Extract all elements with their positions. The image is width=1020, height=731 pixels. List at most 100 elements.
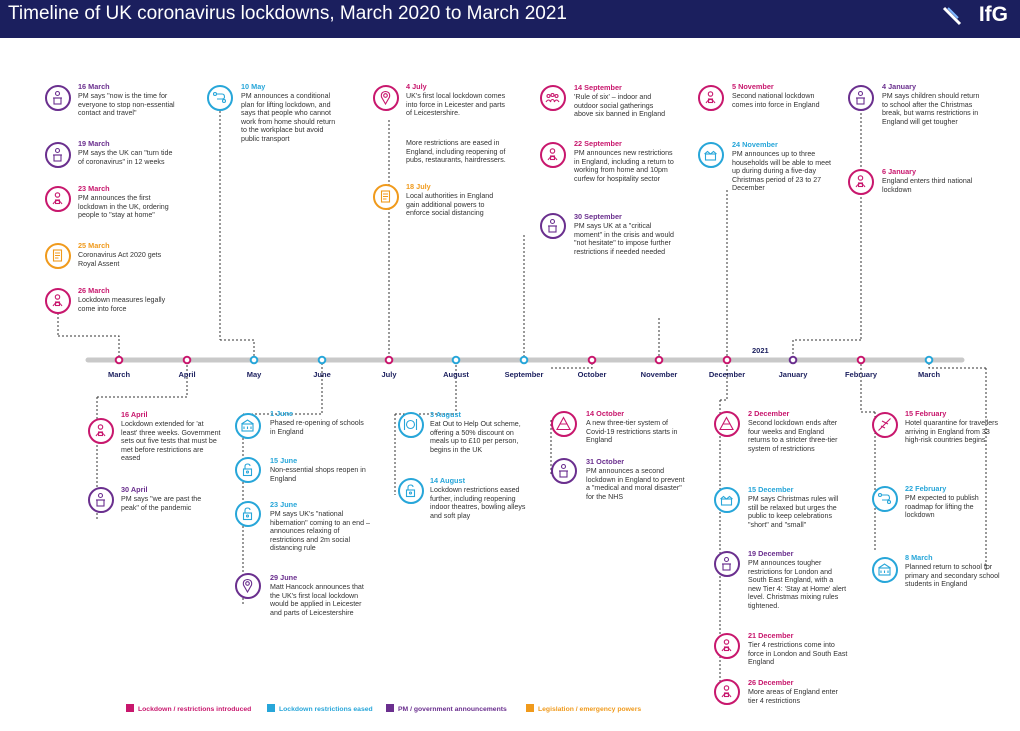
event-date: 22 September — [574, 139, 622, 148]
houses-icon — [698, 142, 724, 168]
event-text: Local authorities in England gain additi… — [406, 192, 494, 218]
event-text: More areas of England enter tier 4 restr… — [748, 688, 838, 705]
event-text: PM announces up to three households will… — [732, 150, 831, 193]
month-label-june: June — [313, 370, 331, 379]
event-30-september: 30 September PM says UK at a "critical mo… — [574, 212, 674, 256]
event-date: 4 January — [882, 82, 917, 91]
event-date: 8 March — [905, 553, 933, 562]
timeline-marker — [114, 355, 124, 365]
month-label-march: March — [107, 370, 131, 379]
event-date: 6 January — [882, 167, 917, 176]
legend-item-legislation: Legislation / emergency powers — [526, 704, 641, 713]
event-26-december: 26 December More areas of England enter t… — [748, 678, 848, 705]
timeline-marker — [722, 355, 732, 365]
event-date: 30 September — [574, 212, 622, 221]
event-date: 26 March — [78, 286, 110, 295]
event-16-april: 16 April Lockdown extended for 'at least'… — [121, 410, 221, 463]
timeline-marker — [587, 355, 597, 365]
timeline-marker — [384, 355, 394, 365]
cutlery-icon — [398, 412, 424, 438]
lock-person-icon — [540, 142, 566, 168]
event-date: 31 October — [586, 457, 625, 466]
event-text: Coronavirus Act 2020 gets Royal Assent — [78, 251, 162, 268]
legend-label: PM / government announcements — [398, 706, 507, 713]
event-15-february: 15 February Hotel quarantine for travelle… — [905, 409, 1005, 445]
month-label-january: January — [778, 370, 808, 379]
unlock-icon — [398, 478, 424, 504]
event-23-june: 23 June PM says UK's "national hibernatio… — [270, 500, 370, 553]
route-icon — [872, 486, 898, 512]
event-text: PM announces new restrictions in England… — [574, 149, 674, 183]
event-text: Lockdown extended for 'at least' three w… — [121, 420, 221, 463]
connector-line — [219, 87, 255, 360]
location-pin-icon — [373, 85, 399, 111]
event-text: PM announces a conditional plan for lift… — [241, 92, 336, 143]
month-label-july: July — [381, 370, 397, 379]
location-pin-icon — [235, 573, 261, 599]
event-date: 29 June — [270, 573, 298, 582]
month-label-december: December — [708, 370, 746, 379]
podium-icon — [88, 487, 114, 513]
event-text: PM says "we are past the peak" of the pa… — [121, 495, 202, 512]
timeline-marker — [249, 355, 259, 365]
podium-icon — [848, 85, 874, 111]
legend-label: Lockdown / restrictions introduced — [138, 706, 252, 713]
event-22-february: 22 February PM expected to publish roadma… — [905, 484, 1005, 520]
event-30-april: 30 April PM says "we are past the peak" o… — [121, 485, 221, 512]
event-date: 25 March — [78, 241, 110, 250]
lock-person-icon — [698, 85, 724, 111]
event-text: Lockdown measures legally come into forc… — [78, 296, 166, 313]
event-15-december: 15 December PM says Christmas rules will … — [748, 485, 848, 529]
document-icon — [373, 184, 399, 210]
month-label-april: April — [178, 370, 196, 379]
lock-person-icon — [714, 633, 740, 659]
event-date: 18 July — [406, 182, 431, 191]
legend-swatch — [386, 704, 394, 712]
event-date: 14 August — [430, 476, 466, 485]
event-text: PM says Christmas rules will still be re… — [748, 495, 839, 529]
event-date: 24 November — [732, 140, 778, 149]
event-29-june: 29 June Matt Hancock announces that the U… — [270, 573, 370, 617]
plane-icon — [872, 412, 898, 438]
month-label-march: March — [917, 370, 941, 379]
event-text: A new three-tier system of Covid-19 rest… — [586, 419, 678, 445]
event-date: 5 November — [732, 82, 774, 91]
page-title: Timeline of UK coronavirus lockdowns, Ma… — [8, 3, 567, 24]
podium-icon — [714, 551, 740, 577]
event-14-september: 14 September 'Rule of six' – indoor and o… — [574, 83, 674, 119]
event-5-november: 5 November Second national lockdown comes… — [732, 82, 832, 109]
event-date: 3 August — [430, 410, 461, 419]
podium-icon — [551, 458, 577, 484]
event-date: 14 October — [586, 409, 625, 418]
connector-line — [57, 297, 120, 360]
event-19-december: 19 December PM announces tougher restrict… — [748, 549, 848, 611]
month-label-may: May — [246, 370, 262, 379]
event-16-march: 16 March PM says "now is the time for eve… — [78, 82, 178, 118]
houses-icon — [714, 487, 740, 513]
event-1-june: 1 June Phased re-opening of schools in En… — [270, 409, 370, 436]
lock-person-icon — [714, 679, 740, 705]
event-text: Second lockdown ends after four weeks an… — [748, 419, 838, 453]
event-date: 15 June — [270, 456, 298, 465]
event-10-may: 10 May PM announces a conditional plan fo… — [241, 82, 341, 144]
event-text: PM says children should return to school… — [882, 92, 980, 126]
legend-item-eased: Lockdown restrictions eased — [267, 704, 373, 713]
event-21-december: 21 December Tier 4 restrictions come into… — [748, 631, 848, 667]
podium-icon — [45, 142, 71, 168]
event-date: 30 April — [121, 485, 148, 494]
event-date: 1 June — [270, 409, 294, 418]
month-label-august: August — [443, 370, 469, 379]
month-label-february: February — [844, 370, 878, 379]
legend-swatch — [526, 704, 534, 712]
timeline-marker — [317, 355, 327, 365]
podium-icon — [540, 213, 566, 239]
timeline-marker — [654, 355, 664, 365]
brand-logo: IfG — [978, 3, 1008, 26]
event-date: 15 December — [748, 485, 794, 494]
event-date: 2 December — [748, 409, 790, 418]
event-text: Second national lockdown comes into forc… — [732, 92, 820, 109]
lock-person-icon — [45, 288, 71, 314]
legend-swatch — [126, 704, 134, 712]
event-date: 19 December — [748, 549, 794, 558]
